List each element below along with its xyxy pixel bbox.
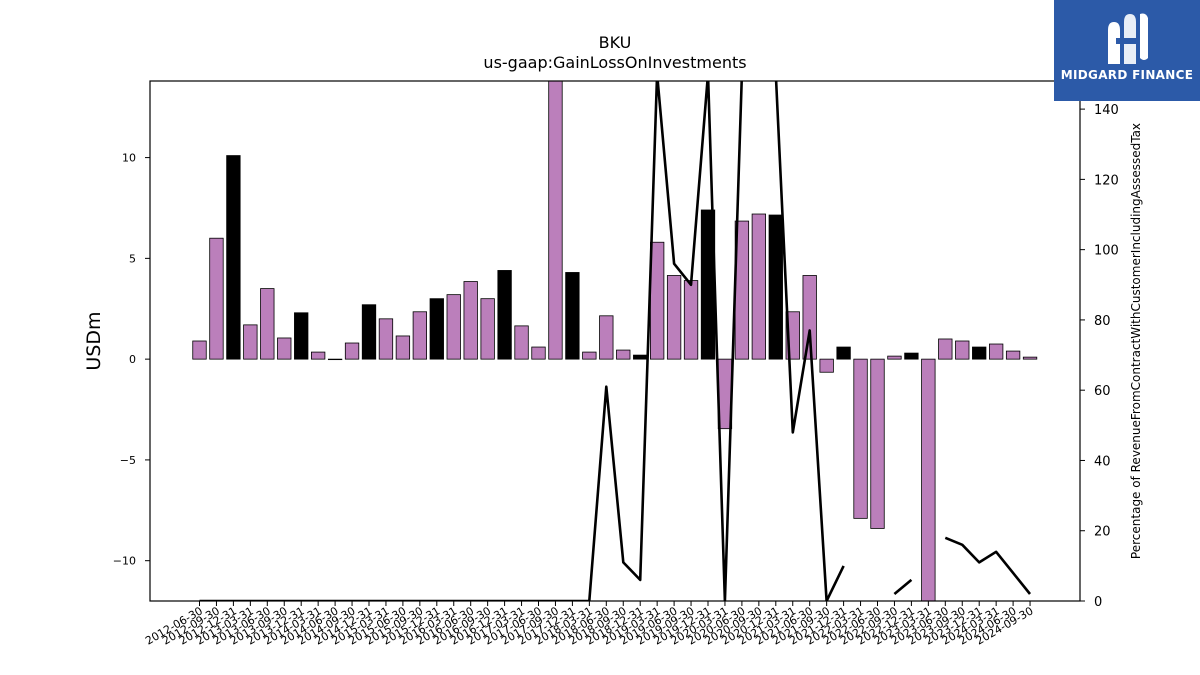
bar bbox=[463, 281, 478, 360]
y2-tick-label: 40 bbox=[1094, 454, 1111, 469]
bar bbox=[260, 288, 275, 360]
y-tick-label: 10 bbox=[122, 152, 136, 165]
line-segment bbox=[893, 578, 913, 596]
bar bbox=[582, 351, 597, 360]
bar bbox=[1005, 350, 1021, 360]
y2-tick-label: 0 bbox=[1094, 595, 1102, 610]
bar bbox=[209, 237, 224, 360]
y-axis-label: USDm bbox=[83, 311, 105, 370]
bar bbox=[853, 358, 868, 519]
bar bbox=[972, 346, 987, 360]
y-tick-label: −10 bbox=[113, 555, 136, 568]
bar bbox=[921, 358, 936, 602]
bar bbox=[327, 358, 343, 361]
y2-tick-label: 120 bbox=[1094, 173, 1119, 188]
line-segment bbox=[199, 81, 845, 601]
bar bbox=[378, 318, 394, 360]
bar bbox=[1022, 356, 1038, 360]
bar bbox=[616, 349, 631, 360]
y-tick-label: 0 bbox=[129, 353, 136, 366]
bar bbox=[836, 346, 851, 360]
bar bbox=[192, 340, 207, 360]
y2-tick-label: 100 bbox=[1094, 244, 1119, 259]
bar bbox=[395, 335, 411, 360]
y2-tick-label: 140 bbox=[1094, 103, 1119, 118]
bar bbox=[565, 272, 580, 360]
y2-tick-label: 20 bbox=[1094, 525, 1111, 540]
bar bbox=[429, 298, 444, 360]
brand-name: MIDGARD FINANCE bbox=[1060, 68, 1194, 82]
y2-axis-label: Percentage of RevenueFromContractWithCus… bbox=[1129, 123, 1143, 559]
bar bbox=[412, 311, 428, 360]
bar bbox=[802, 275, 817, 360]
chart-subtitle: us-gaap:GainLossOnInvestments bbox=[483, 53, 746, 72]
bar bbox=[446, 294, 461, 360]
bar bbox=[548, 80, 563, 360]
bar bbox=[683, 280, 699, 360]
bar bbox=[819, 358, 834, 373]
bar bbox=[599, 315, 614, 360]
bar bbox=[633, 354, 648, 360]
bar bbox=[294, 312, 309, 360]
bar bbox=[768, 214, 783, 360]
line-series bbox=[199, 81, 1032, 601]
bar bbox=[955, 340, 970, 360]
chart-title: BKU bbox=[599, 33, 632, 52]
line-segment bbox=[944, 536, 1032, 595]
bar bbox=[277, 337, 292, 360]
bar bbox=[938, 338, 953, 360]
bar bbox=[243, 324, 258, 360]
bar bbox=[344, 342, 360, 360]
bar bbox=[904, 352, 919, 360]
bar bbox=[497, 270, 512, 360]
bar bbox=[361, 304, 377, 360]
bar-series bbox=[192, 80, 1038, 602]
axes: −10−505100204060801001201402012-06-30201… bbox=[113, 80, 1119, 648]
y2-tick-label: 60 bbox=[1094, 384, 1111, 399]
plot-frame bbox=[149, 80, 1081, 602]
bar bbox=[989, 343, 1004, 360]
logo-mark-icon bbox=[1108, 13, 1148, 64]
brand-logo: MIDGARD FINANCE bbox=[1054, 0, 1200, 101]
y2-tick-label: 80 bbox=[1094, 314, 1111, 329]
bar bbox=[310, 351, 326, 360]
bar bbox=[870, 358, 885, 529]
bar bbox=[751, 213, 766, 360]
y-tick-label: 5 bbox=[129, 252, 136, 265]
bar bbox=[650, 241, 665, 360]
y-tick-label: −5 bbox=[120, 454, 136, 467]
bar bbox=[514, 325, 529, 360]
bar bbox=[480, 298, 495, 360]
bar bbox=[887, 355, 902, 360]
bar bbox=[666, 275, 682, 360]
bar bbox=[226, 155, 241, 360]
bar bbox=[531, 346, 546, 360]
